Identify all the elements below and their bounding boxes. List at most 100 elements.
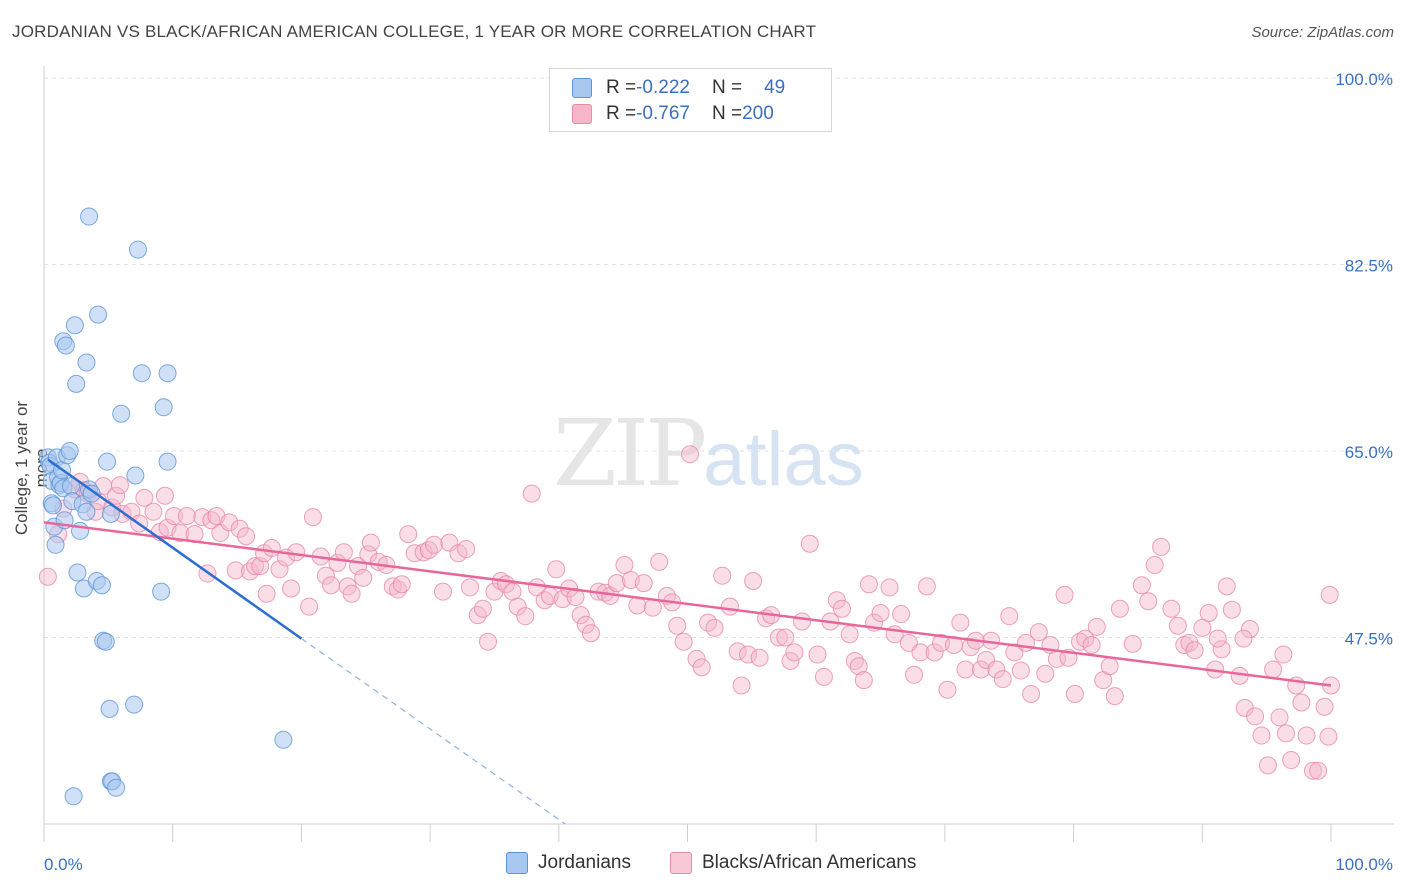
y-tick-label: 65.0% (1345, 443, 1393, 462)
y-tick-label: 100.0% (1335, 70, 1393, 89)
black-african-american-point (300, 597, 319, 616)
black-african-american-point (849, 657, 868, 676)
black-african-american-point (38, 567, 57, 586)
black-african-american-point (925, 643, 944, 662)
black-african-american-point (1303, 761, 1322, 780)
black-african-american-point (938, 680, 957, 699)
black-african-american-point (571, 606, 590, 625)
legend-swatch-jordanians (572, 78, 592, 98)
black-african-american-point (1320, 585, 1339, 604)
black-african-american-point (361, 533, 380, 552)
black-african-american-point (334, 543, 353, 562)
bottom-legend-swatch-jordanians (506, 852, 528, 874)
black-african-american-point (827, 591, 846, 610)
jordanian-point (107, 778, 126, 797)
black-african-american-point (634, 574, 653, 593)
bottom-legend-black-african-americans: Blacks/African Americans (670, 852, 916, 874)
black-african-american-point (220, 513, 239, 532)
black-african-american-point (1162, 599, 1181, 618)
black-african-american-point (615, 556, 634, 575)
black-african-american-point (1100, 657, 1119, 676)
legend-r-label: R = (606, 103, 637, 124)
black-african-american-point (1071, 632, 1090, 651)
legend-r-value: -0.222 (636, 77, 690, 98)
black-african-american-point (237, 527, 256, 546)
black-african-american-point (1065, 684, 1084, 703)
black-african-american-point (1132, 576, 1151, 595)
black-african-american-point (1087, 617, 1106, 636)
jordanian-point (154, 398, 173, 417)
black-african-american-point (1276, 724, 1295, 743)
black-african-american-point (508, 597, 527, 616)
black-african-american-point (769, 628, 788, 647)
jordanian-point (100, 699, 119, 718)
black-african-american-point (1036, 664, 1055, 683)
jordanian-point (67, 374, 86, 393)
black-african-american-point (800, 534, 819, 553)
chart-title: JORDANIAN VS BLACK/AFRICAN AMERICAN COLL… (12, 22, 817, 41)
black-african-american-point (1315, 697, 1334, 716)
black-african-american-point (785, 643, 804, 662)
black-african-american-point (1000, 607, 1019, 626)
jordanian-point (98, 452, 117, 471)
black-african-american-point (342, 584, 361, 603)
black-african-american-point (479, 632, 498, 651)
jordanian-point (126, 466, 145, 485)
black-african-american-point (354, 568, 373, 587)
jordanian-point (46, 535, 65, 554)
legend-r-value: -0.767 (636, 103, 690, 124)
black-african-american-point (282, 579, 301, 598)
black-african-american-point (171, 524, 190, 543)
black-african-american-point (177, 507, 196, 526)
black-african-american-point (257, 584, 276, 603)
jordanian-point (158, 364, 177, 383)
black-african-american-point (814, 667, 833, 686)
black-african-american-point (1185, 641, 1204, 660)
black-african-american-point (750, 648, 769, 667)
black-african-american-point (738, 645, 757, 664)
black-african-american-point (1123, 634, 1142, 653)
black-african-american-point (392, 575, 411, 594)
black-african-american-point (607, 574, 626, 593)
legend: R = -0.222 N = 49 R = -0.767 N = 200 (549, 68, 832, 132)
black-african-american-point (1082, 635, 1101, 654)
black-african-american-point (1145, 556, 1164, 575)
black-african-american-point (880, 578, 899, 597)
jordanian-point (112, 404, 131, 423)
black-african-american-point (1105, 687, 1124, 706)
black-african-american-point (899, 633, 918, 652)
black-african-american-point (211, 524, 230, 543)
black-african-american-point (547, 560, 566, 579)
source-credit: Source: ZipAtlas.com (1251, 24, 1394, 41)
jordanian-point (82, 484, 101, 503)
black-african-american-point (424, 535, 443, 554)
black-african-american-point (419, 541, 438, 560)
jordanian-point (64, 787, 83, 806)
black-african-american-point (1152, 537, 1171, 556)
black-african-american-point (905, 665, 924, 684)
black-african-american-point (503, 582, 522, 601)
legend-n-label: N = (711, 103, 743, 124)
black-african-american-point (1297, 726, 1316, 745)
jordanian-point (96, 632, 115, 651)
black-african-american-point (1264, 660, 1283, 679)
black-african-american-point (457, 540, 476, 559)
black-african-american-point (808, 645, 827, 664)
black-african-american-point (776, 628, 795, 647)
jordanian-point (44, 496, 63, 515)
black-african-american-point (1055, 585, 1074, 604)
black-african-american-point (433, 582, 452, 601)
black-african-american-point (1234, 629, 1253, 648)
black-african-american-point (135, 488, 154, 507)
jordanian-point (68, 563, 87, 582)
jordanian-point (92, 576, 111, 595)
black-african-american-point (854, 671, 873, 690)
black-african-american-point (793, 612, 812, 631)
black-african-american-point (1110, 599, 1129, 618)
trendline-jordanians (47, 458, 303, 640)
black-african-american-point (732, 676, 751, 695)
black-african-american-point (713, 566, 732, 585)
jordanian-point (77, 502, 96, 521)
jordanian-point (65, 316, 84, 335)
